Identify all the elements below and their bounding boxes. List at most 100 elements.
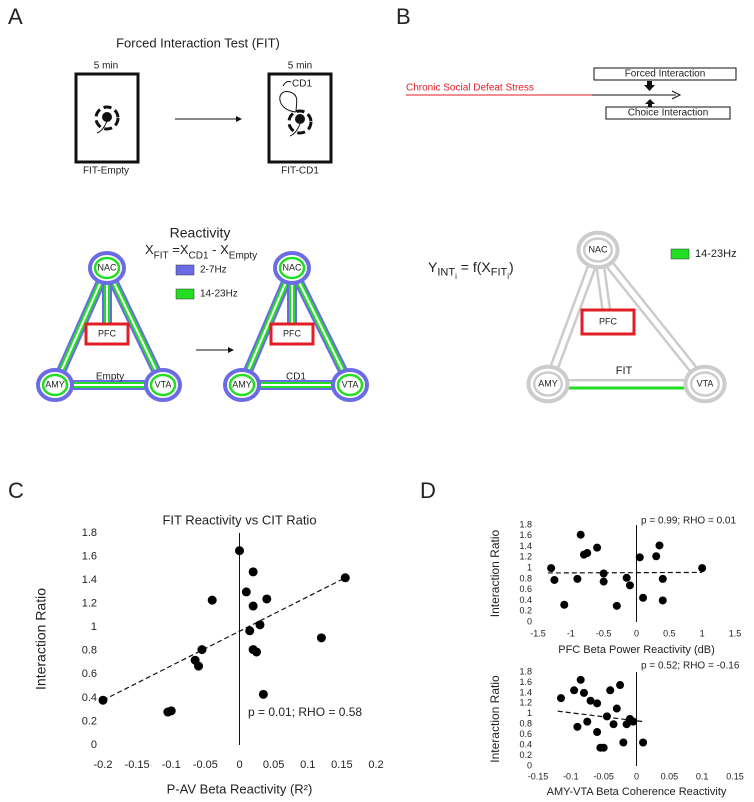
mouse-cage — [94, 81, 313, 137]
y-tick-label: 1 — [527, 562, 532, 572]
x-tick-label: 0 — [236, 759, 242, 771]
data-point — [573, 574, 582, 583]
data-point — [248, 601, 258, 611]
arrow-head — [671, 90, 682, 100]
y-tick-label: 1.2 — [82, 598, 97, 610]
x-tick-label: 1 — [700, 628, 705, 638]
data-point — [241, 587, 251, 597]
arrow-head — [236, 116, 242, 122]
y-tick-label: 1.2 — [519, 698, 532, 708]
node-label: NAC — [97, 262, 117, 272]
y-tick-label: 0.4 — [519, 739, 532, 749]
y-tick-label: 0 — [91, 739, 97, 751]
formula-part: X — [145, 242, 154, 257]
arena-label: FIT-CD1 — [281, 166, 319, 177]
data-point — [583, 717, 592, 726]
edge — [545, 249, 601, 385]
y-tick-label: 1.4 — [82, 574, 97, 586]
node-inner — [149, 373, 177, 397]
edge — [106, 267, 164, 386]
y-tick-label: 0.8 — [82, 645, 97, 657]
legend-swatch — [670, 248, 690, 260]
formula-part: FIT — [491, 266, 508, 278]
data-point — [579, 688, 588, 697]
arena — [267, 72, 333, 164]
legend-swatch — [175, 264, 195, 276]
trend-line — [547, 571, 703, 574]
formula-part: ) — [509, 259, 514, 275]
pfc-node — [84, 322, 130, 346]
node-label: AMY — [538, 378, 558, 388]
node-inner — [532, 371, 564, 397]
data-point — [560, 600, 569, 609]
node-label: VTA — [155, 379, 172, 389]
data-point — [194, 661, 204, 671]
x-tick-label: 0.1 — [696, 771, 709, 781]
x-tick-label: -0.1 — [162, 759, 181, 771]
node-label: PFC — [599, 316, 618, 326]
formula-part: =X — [169, 242, 189, 257]
stress-label: Chronic Social Defeat Stress — [406, 83, 534, 94]
y-tick-label: 1.2 — [519, 552, 532, 562]
data-point — [625, 581, 634, 590]
network-label: CD1 — [286, 372, 306, 383]
y-tick-label: 0.8 — [519, 573, 532, 583]
x-tick-label: -0.2 — [94, 759, 113, 771]
y-tick-label: 1.8 — [519, 666, 532, 676]
node-label: VTA — [342, 379, 359, 389]
data-point — [593, 543, 602, 552]
data-point — [652, 552, 661, 561]
x-tick-label: -0.5 — [596, 628, 612, 638]
arena — [74, 72, 140, 164]
x-tick-label: 0.2 — [368, 759, 383, 771]
x-tick-label: 0.1 — [300, 759, 315, 771]
x-tick-label: 0.05 — [263, 759, 284, 771]
y-tick-label: 0 — [527, 760, 532, 770]
data-point — [570, 686, 579, 695]
duration: 5 min — [94, 61, 118, 72]
x-tick-label: 0 — [634, 771, 639, 781]
panel-label: D — [420, 478, 436, 503]
data-point — [547, 564, 556, 573]
formula-part: i — [455, 272, 457, 281]
data-point — [98, 695, 108, 705]
y-tick-label: 1 — [91, 621, 97, 633]
data-point — [639, 593, 648, 602]
node-label: VTA — [697, 378, 714, 388]
node-label: NAC — [282, 262, 302, 272]
x-tick-label: -1 — [567, 628, 575, 638]
x-tick-label: -0.1 — [563, 771, 579, 781]
intruder-label: CD1 — [292, 79, 312, 90]
formula-part: CD1 — [189, 250, 209, 261]
node-inner — [336, 373, 364, 397]
data-point — [197, 645, 207, 655]
y-tick-label: 1.4 — [519, 541, 532, 551]
data-point — [609, 720, 618, 729]
data-point — [622, 573, 631, 582]
node-inner — [41, 373, 69, 397]
data-point — [593, 699, 602, 708]
x-axis-label: AMY-VTA Beta Coherence Reactivity — [547, 786, 727, 798]
data-point — [606, 686, 615, 695]
data-point — [619, 738, 628, 747]
stage-box — [605, 106, 731, 120]
x-tick-label: 0.5 — [663, 628, 676, 638]
x-tick-label: 0 — [634, 628, 639, 638]
formula-part: Empty — [229, 250, 257, 261]
y-tick-label: 0.8 — [519, 719, 532, 729]
data-point — [576, 530, 585, 539]
x-tick-label: -0.05 — [193, 759, 218, 771]
data-point — [612, 601, 621, 610]
y-tick-label: 1.8 — [519, 519, 532, 529]
panel-label: B — [396, 4, 411, 29]
legend-swatch — [175, 288, 195, 300]
reactivity-title: Reactivity — [170, 225, 231, 241]
stage-label: Forced Interaction — [625, 69, 706, 80]
data-point — [576, 675, 585, 684]
arrow-up — [645, 99, 655, 107]
y-tick-label: 0.4 — [82, 692, 97, 704]
panel-label: A — [8, 4, 23, 29]
x-tick-label: 0.15 — [331, 759, 352, 771]
data-point — [258, 689, 268, 699]
